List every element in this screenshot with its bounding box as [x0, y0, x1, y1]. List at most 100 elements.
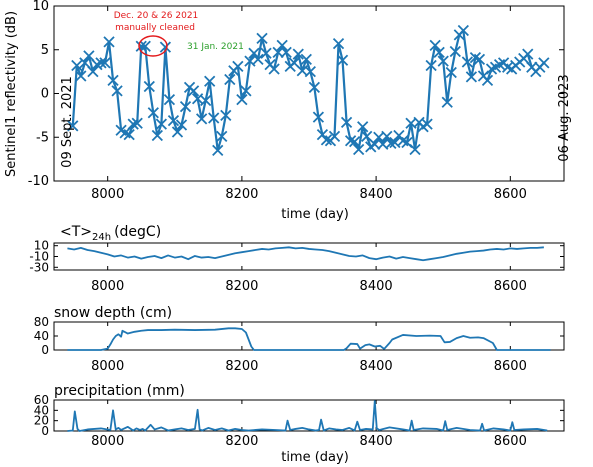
x-tick-label: 8600: [494, 434, 527, 449]
precipitation-title: precipitation (mm): [54, 383, 185, 399]
data-point-marker: [216, 130, 228, 143]
data-point-marker: [171, 126, 184, 138]
snow-title: snow depth (cm): [54, 305, 172, 321]
x-tick-label: 8200: [225, 359, 258, 374]
data-point-marker: [441, 96, 453, 108]
data-point-marker: [220, 109, 232, 122]
data-point-marker: [473, 53, 486, 66]
series-line: [67, 327, 551, 351]
data-point-marker: [224, 73, 236, 86]
data-point-marker: [256, 32, 268, 45]
data-point-marker: [127, 118, 139, 130]
x-tick-label: 8000: [91, 279, 124, 294]
temperature-title: <T>24h (degC): [60, 224, 161, 243]
data-point-marker: [248, 47, 260, 59]
data-point-marker: [147, 107, 159, 119]
data-point-marker: [353, 143, 365, 156]
data-point-marker: [236, 93, 248, 106]
y-tick-label: 5: [41, 43, 49, 58]
y-tick-label: -5: [36, 130, 49, 145]
data-point-marker: [143, 80, 155, 93]
data-point-marker: [433, 46, 445, 59]
data-point-marker: [336, 54, 349, 66]
data-point-marker: [340, 116, 353, 129]
y-tick-label: 10: [32, 0, 49, 14]
data-point-marker: [167, 114, 180, 127]
data-point-marker: [99, 57, 111, 69]
data-point-marker: [328, 130, 341, 143]
data-point-marker: [240, 85, 252, 97]
data-point-marker: [75, 70, 87, 82]
temperature-title-sub: 24h: [92, 232, 111, 243]
side-label-start: 09 Sept. 2021: [60, 76, 75, 168]
x-tick-label: 8000: [91, 359, 124, 374]
data-point-marker: [381, 130, 393, 143]
data-point-marker: [187, 85, 200, 97]
data-point-marker: [123, 128, 135, 141]
precipitation-plot-frame: [53, 399, 565, 432]
data-point-marker: [135, 40, 147, 52]
annotation-jan-date: 31 Jan. 2021: [187, 42, 244, 52]
data-point-marker: [344, 135, 357, 147]
y-tick-label: 0: [41, 343, 49, 357]
data-point-marker: [151, 129, 163, 142]
data-point-marker: [421, 118, 433, 130]
y-tick-label: 60: [34, 393, 49, 407]
data-point-marker: [538, 57, 550, 69]
data-point-marker: [445, 66, 457, 79]
x-tick-label: 8000: [91, 434, 124, 449]
data-point-marker: [357, 121, 369, 133]
data-point-marker: [481, 74, 494, 87]
y-tick-label: 80: [34, 315, 49, 329]
y-tick-label: 40: [34, 329, 49, 343]
data-point-marker: [87, 65, 99, 78]
data-point-marker: [369, 138, 381, 150]
data-point-marker: [429, 39, 441, 52]
data-point-marker: [260, 47, 272, 59]
data-point-marker: [437, 55, 449, 67]
data-point-marker: [268, 63, 280, 75]
data-point-marker: [159, 41, 172, 53]
data-point-marker: [83, 50, 95, 62]
data-point-marker: [163, 93, 176, 106]
data-point-marker: [272, 46, 284, 59]
y-tick-label: 0: [41, 424, 49, 438]
data-point-marker: [131, 117, 143, 129]
series-line: [71, 29, 545, 152]
snow-plot-frame: [53, 321, 565, 351]
y-tick-label: -30: [29, 260, 49, 274]
reflectivity-xlabel: time (day): [281, 207, 349, 222]
data-point-marker: [457, 24, 469, 37]
series-line: [67, 246, 544, 262]
data-point-marker: [280, 46, 292, 59]
data-point-marker: [320, 134, 333, 146]
x-tick-label: 8200: [225, 434, 258, 449]
x-tick-label: 8200: [225, 279, 258, 294]
data-point-marker: [312, 111, 325, 123]
y-tick-label: 40: [34, 403, 49, 417]
data-point-marker: [67, 120, 79, 132]
x-tick-label: 8400: [360, 187, 393, 202]
data-point-marker: [465, 71, 478, 83]
x-tick-label: 8000: [91, 187, 124, 202]
data-point-marker: [276, 39, 288, 52]
data-point-marker: [208, 112, 220, 124]
series-line: [67, 400, 548, 432]
y-tick-label: -10: [29, 250, 49, 264]
x-tick-label: 8200: [225, 187, 258, 202]
data-point-marker: [195, 113, 208, 125]
data-point-marker: [308, 81, 321, 94]
x-tick-label: 8600: [494, 279, 527, 294]
data-point-marker: [449, 45, 461, 58]
data-point-marker: [204, 75, 216, 87]
data-point-marker: [332, 37, 345, 50]
temperature-ticks: 8000 8200 8400 8600 10-10-30: [29, 239, 564, 294]
data-point-marker: [155, 118, 168, 130]
y-tick-label: 10: [34, 239, 49, 253]
data-point-marker: [522, 48, 534, 60]
data-point-marker: [103, 36, 115, 48]
data-point-marker: [107, 74, 119, 87]
